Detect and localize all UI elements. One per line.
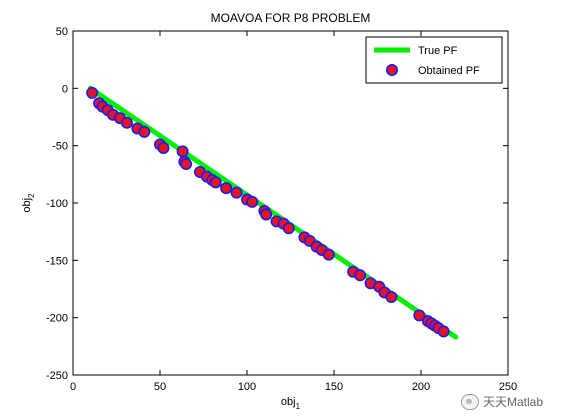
obtained-pf-point <box>437 325 450 338</box>
x-tick-label: 50 <box>154 381 166 393</box>
chart-title: MOAVOA FOR P8 PROBLEM <box>211 11 371 25</box>
legend-label-true-pf: True PF <box>418 45 458 57</box>
obtained-pf-point <box>120 116 133 129</box>
legend-swatch-obtained-pf <box>385 64 398 77</box>
y-tick-label: -150 <box>46 255 68 267</box>
y-tick-label: 50 <box>56 26 68 38</box>
y-tick-label: 0 <box>62 83 68 95</box>
legend-label-obtained-pf: Obtained PF <box>418 65 480 77</box>
y-tick-label: -250 <box>46 370 68 382</box>
x-tick-label: 200 <box>412 381 430 393</box>
x-tick-label: 100 <box>238 381 256 393</box>
y-tick-label: -200 <box>46 313 68 325</box>
obtained-pf-point <box>230 186 243 199</box>
x-tick-label: 0 <box>70 381 76 393</box>
x-tick-label: 250 <box>499 381 517 393</box>
obtained-pf-point <box>282 222 295 235</box>
obtained-pf-point <box>157 141 170 154</box>
obtained-pf-point <box>385 291 398 304</box>
y-axis-label-subscript: 2 <box>27 193 36 198</box>
obtained-pf-point <box>260 208 273 221</box>
obtained-pf-point <box>246 195 259 208</box>
x-axis-label-subscript: 1 <box>296 402 301 411</box>
obtained-pf-point <box>86 86 99 99</box>
axes-background <box>73 31 508 375</box>
wechat-icon <box>460 393 479 410</box>
obtained-pf-point <box>220 182 233 195</box>
obtained-pf-point <box>209 176 222 189</box>
y-tick-label: -50 <box>52 141 68 153</box>
watermark-text: 天天Matlab <box>482 395 543 409</box>
obtained-pf-point <box>413 309 426 322</box>
obtained-pf-point <box>176 145 189 158</box>
obtained-pf-point <box>180 158 193 171</box>
x-axis-label: obj1 <box>281 396 301 411</box>
legend-box <box>365 36 503 84</box>
obtained-pf-point <box>322 248 335 261</box>
watermark: 天天Matlab <box>460 393 543 410</box>
obtained-pf-point <box>138 125 151 138</box>
obtained-pf-point <box>354 269 367 282</box>
y-axis-label: obj2 <box>21 193 36 213</box>
y-tick-label: -100 <box>46 198 68 210</box>
x-tick-label: 150 <box>325 381 343 393</box>
